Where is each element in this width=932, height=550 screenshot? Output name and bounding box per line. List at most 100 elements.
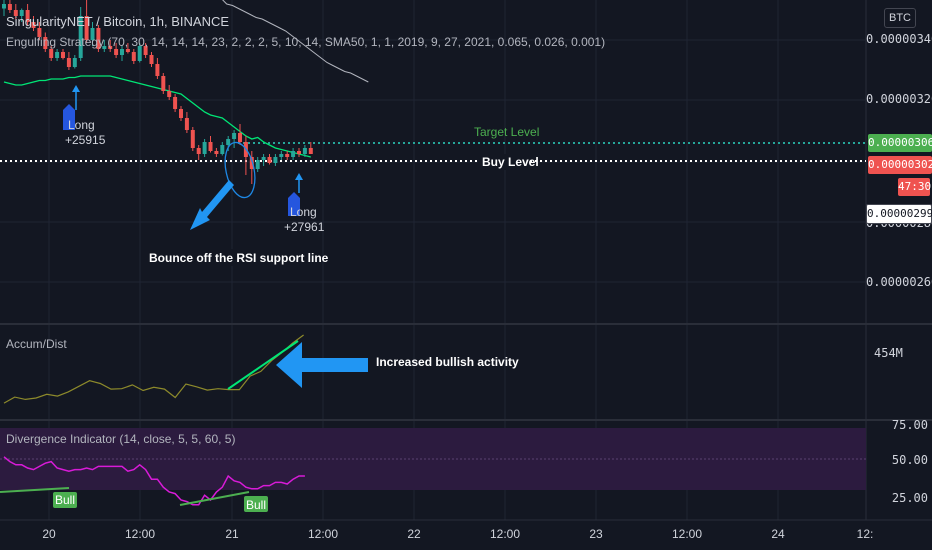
candle bbox=[2, 0, 6, 16]
candle bbox=[137, 43, 142, 63]
long-signal-label: Long bbox=[290, 205, 317, 219]
candle bbox=[238, 124, 242, 145]
bull-divergence-line bbox=[0, 487, 70, 493]
bullish-annotation: Increased bullish activity bbox=[376, 355, 519, 369]
time-tick: 20 bbox=[42, 527, 56, 541]
candle bbox=[114, 43, 119, 58]
divergence-panel-title: Divergence Indicator (14, close, 5, 5, 6… bbox=[6, 432, 235, 446]
symbol-title[interactable]: SingularityNET / Bitcoin, 1h, BINANCE bbox=[6, 14, 229, 29]
candle-series bbox=[2, 0, 313, 184]
long-signal-label: Long bbox=[68, 118, 95, 132]
time-tick: 22 bbox=[407, 527, 421, 541]
candle bbox=[249, 151, 254, 184]
candle bbox=[120, 46, 124, 61]
candle bbox=[243, 136, 248, 175]
bull-divergence-line bbox=[179, 491, 250, 506]
price-tick: 0.00000320 bbox=[866, 92, 932, 106]
candle bbox=[66, 52, 71, 70]
candle bbox=[285, 151, 290, 160]
candle bbox=[131, 49, 136, 64]
strategy-line bbox=[3, 75, 311, 158]
current-price-tag: 0.00000302 bbox=[868, 156, 932, 174]
candle bbox=[31, 16, 36, 31]
candle bbox=[214, 148, 219, 157]
long-signal-value: +25915 bbox=[65, 133, 106, 147]
sma-line bbox=[222, 0, 369, 83]
time-tick: 12:00 bbox=[672, 527, 702, 541]
countdown-tag: 47:30 bbox=[898, 178, 931, 196]
candle bbox=[184, 112, 189, 133]
bounce-annotation: Bounce off the RSI support line bbox=[149, 251, 329, 265]
bounce-annotation-bg bbox=[146, 249, 294, 266]
price-tick: 0.00000260 bbox=[866, 275, 932, 289]
candle bbox=[291, 148, 296, 160]
bull-badge-bg bbox=[53, 492, 77, 508]
long-signal-marker[interactable] bbox=[63, 85, 80, 130]
strategy-label[interactable]: Engulfing Strategy (70, 30, 14, 14, 14, … bbox=[6, 35, 605, 49]
accum-dist-line bbox=[3, 334, 304, 404]
time-tick: 12:00 bbox=[308, 527, 338, 541]
target-price-tag: 0.00000306 bbox=[868, 134, 932, 152]
candle bbox=[61, 49, 65, 60]
price-tick: 0.00000340 bbox=[866, 32, 932, 46]
candle bbox=[143, 43, 148, 58]
rsi-support-ellipse bbox=[224, 141, 256, 199]
candle bbox=[155, 58, 160, 79]
accum-value-label: 454M bbox=[874, 346, 903, 360]
candle bbox=[255, 157, 260, 172]
bull-badge: Bull bbox=[246, 498, 266, 512]
bull-badge-bg bbox=[244, 496, 268, 512]
candle bbox=[55, 49, 60, 61]
candle bbox=[7, 0, 12, 13]
bounce-arrow-icon bbox=[190, 180, 234, 230]
candle bbox=[84, 0, 89, 43]
candle bbox=[220, 142, 225, 156]
candle bbox=[308, 142, 313, 154]
candle bbox=[102, 40, 107, 52]
divergence-tick: 50.00 bbox=[891, 453, 928, 467]
candle bbox=[19, 8, 24, 22]
candle bbox=[78, 7, 83, 61]
time-tick: 21 bbox=[225, 527, 239, 541]
divergence-line bbox=[3, 456, 305, 506]
time-tick: 12: bbox=[857, 527, 874, 541]
candle bbox=[179, 106, 183, 121]
long-signal-marker[interactable] bbox=[288, 173, 303, 216]
time-tick: 12:00 bbox=[490, 527, 520, 541]
candle bbox=[273, 154, 278, 166]
candle bbox=[161, 73, 166, 94]
buy-level-label-bg bbox=[478, 154, 530, 170]
candle bbox=[49, 46, 54, 61]
cursor-price-tag: 0.00000299 bbox=[866, 204, 932, 224]
candle bbox=[125, 43, 130, 54]
candle bbox=[149, 52, 154, 67]
accum-panel-title: Accum/Dist bbox=[6, 337, 67, 351]
divergence-tick: 75.00 bbox=[891, 418, 928, 432]
target-level-label: Target Level bbox=[474, 125, 539, 139]
candle bbox=[302, 145, 307, 157]
candle bbox=[13, 4, 18, 19]
candle bbox=[90, 22, 95, 46]
candle bbox=[196, 145, 201, 160]
candle bbox=[173, 94, 178, 112]
candle bbox=[208, 136, 213, 153]
candle bbox=[25, 4, 30, 25]
candle bbox=[190, 127, 195, 151]
candle bbox=[167, 85, 172, 100]
candle bbox=[96, 25, 101, 52]
candle bbox=[108, 40, 113, 52]
currency-badge[interactable]: BTC bbox=[884, 8, 916, 28]
time-axis: 20 12:00 21 12:00 22 12:00 23 12:00 24 1… bbox=[42, 527, 873, 541]
candle bbox=[202, 139, 207, 157]
candle bbox=[72, 55, 77, 69]
long-signal-value: +27961 bbox=[284, 220, 325, 234]
bullish-trendline bbox=[227, 340, 299, 390]
candle bbox=[267, 154, 272, 165]
time-tick: 12:00 bbox=[125, 527, 155, 541]
candle bbox=[232, 130, 237, 148]
divergence-tick: 25.00 bbox=[891, 491, 928, 505]
candle bbox=[37, 22, 42, 40]
candle bbox=[279, 151, 284, 160]
buy-level-label: Buy Level bbox=[482, 155, 539, 169]
